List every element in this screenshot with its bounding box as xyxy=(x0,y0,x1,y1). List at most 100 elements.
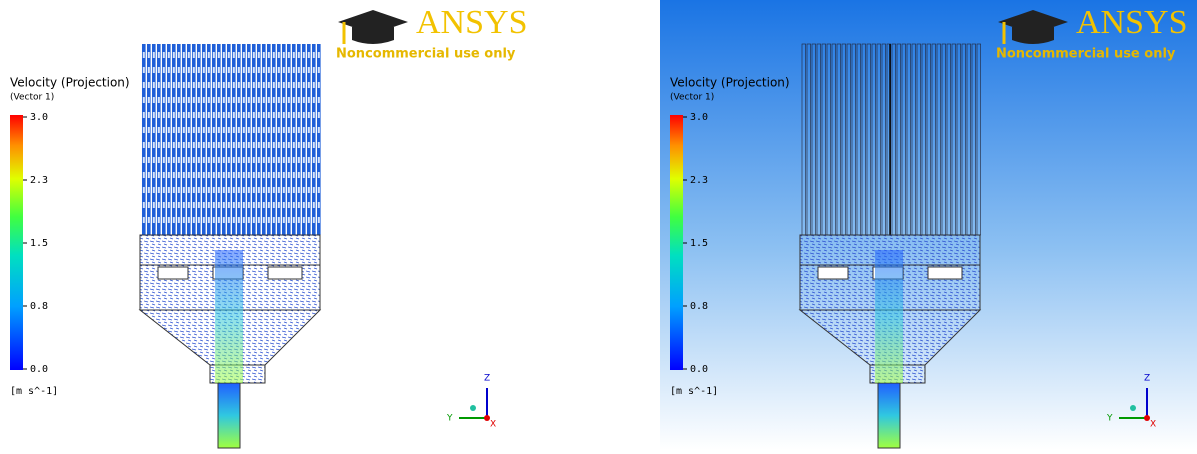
tube-gap xyxy=(197,172,200,178)
tube-gap xyxy=(277,52,280,58)
tube-gap xyxy=(202,52,205,58)
tube-gap xyxy=(252,67,255,73)
slot xyxy=(267,266,303,280)
tube-gap xyxy=(207,97,210,103)
tube-gap xyxy=(157,217,160,223)
tube-gap xyxy=(167,172,170,178)
tube-gap xyxy=(272,202,275,208)
tube-gap xyxy=(302,157,305,163)
tube-gap xyxy=(202,82,205,88)
tube-gap xyxy=(182,67,185,73)
tube xyxy=(217,44,221,235)
tube-gap xyxy=(207,127,210,133)
tube-gap xyxy=(312,67,315,73)
tube-gap xyxy=(142,157,145,163)
tick-label: 0.8 xyxy=(30,301,48,312)
tube-gap xyxy=(297,217,300,223)
tube-gap xyxy=(297,67,300,73)
tube-gap xyxy=(312,217,315,223)
tube-gap xyxy=(182,112,185,118)
tube-gap xyxy=(192,142,195,148)
logo-note: Noncommercial use only xyxy=(336,47,516,62)
tube-gap xyxy=(282,67,285,73)
tube-gap xyxy=(292,127,295,133)
tube-gap xyxy=(267,142,270,148)
tube-gap xyxy=(247,142,250,148)
tube-gap xyxy=(157,142,160,148)
tube-gap xyxy=(142,112,145,118)
tube-gap xyxy=(222,142,225,148)
tube xyxy=(282,44,286,235)
color-bar xyxy=(10,115,23,370)
tube-gap xyxy=(292,82,295,88)
tube-gap xyxy=(212,217,215,223)
tube-gap xyxy=(302,172,305,178)
logo-cap-base xyxy=(1012,27,1054,44)
tube-gap xyxy=(152,217,155,223)
tube-gap xyxy=(197,157,200,163)
tube-gap xyxy=(317,52,320,58)
logo-note: Noncommercial use only xyxy=(996,47,1176,62)
tube-gap xyxy=(252,112,255,118)
view-dot xyxy=(470,405,476,411)
tube-gap xyxy=(197,97,200,103)
tube-gap xyxy=(192,82,195,88)
tube-gap xyxy=(242,97,245,103)
tube-gap xyxy=(142,187,145,193)
axis-z-label: Z xyxy=(1144,374,1150,384)
tube-gap xyxy=(222,172,225,178)
tube-gap xyxy=(177,112,180,118)
tube-gap xyxy=(282,202,285,208)
tube-gap xyxy=(157,127,160,133)
outlet-pipe xyxy=(877,382,901,449)
tube-gap xyxy=(197,82,200,88)
tube-gap xyxy=(227,172,230,178)
tube-gap xyxy=(307,112,310,118)
tube-gap xyxy=(247,172,250,178)
tube-gap xyxy=(307,172,310,178)
logo-brand: ANSYS xyxy=(1076,4,1187,41)
tube-gap xyxy=(242,82,245,88)
tube-gap xyxy=(292,157,295,163)
tick-label: 3.0 xyxy=(30,112,48,123)
slot xyxy=(817,266,849,280)
tube-gap xyxy=(237,202,240,208)
tube-gap xyxy=(157,52,160,58)
tube-gap xyxy=(212,52,215,58)
tube-gap xyxy=(207,157,210,163)
tube-gap xyxy=(162,202,165,208)
tube-gap xyxy=(172,202,175,208)
tube-gap xyxy=(317,187,320,193)
tube-gap xyxy=(277,172,280,178)
tube-gap xyxy=(227,67,230,73)
tube-gap xyxy=(287,127,290,133)
tube xyxy=(232,44,236,235)
tube-gap xyxy=(217,127,220,133)
tube-gap xyxy=(207,187,210,193)
tube xyxy=(142,44,146,235)
tube-gap xyxy=(187,142,190,148)
tube-gap xyxy=(182,82,185,88)
tube xyxy=(227,44,231,235)
tube-gap xyxy=(287,112,290,118)
tube-gap xyxy=(172,142,175,148)
tube xyxy=(197,44,201,235)
tube xyxy=(292,44,296,235)
tube-gap xyxy=(237,142,240,148)
tube-gap xyxy=(157,187,160,193)
tube-gap xyxy=(212,127,215,133)
legend-title: Velocity (Projection) xyxy=(10,76,130,90)
tube xyxy=(287,44,291,235)
tube-gap xyxy=(152,97,155,103)
tube-gap xyxy=(187,187,190,193)
tube-gap xyxy=(247,187,250,193)
tube-gap xyxy=(172,112,175,118)
tube-gap xyxy=(317,202,320,208)
tube-gap xyxy=(232,187,235,193)
tube-gap xyxy=(272,157,275,163)
tube-gap xyxy=(282,217,285,223)
tube-gap xyxy=(262,67,265,73)
tube-gap xyxy=(197,202,200,208)
tube-gap xyxy=(162,157,165,163)
tube-gap xyxy=(157,157,160,163)
